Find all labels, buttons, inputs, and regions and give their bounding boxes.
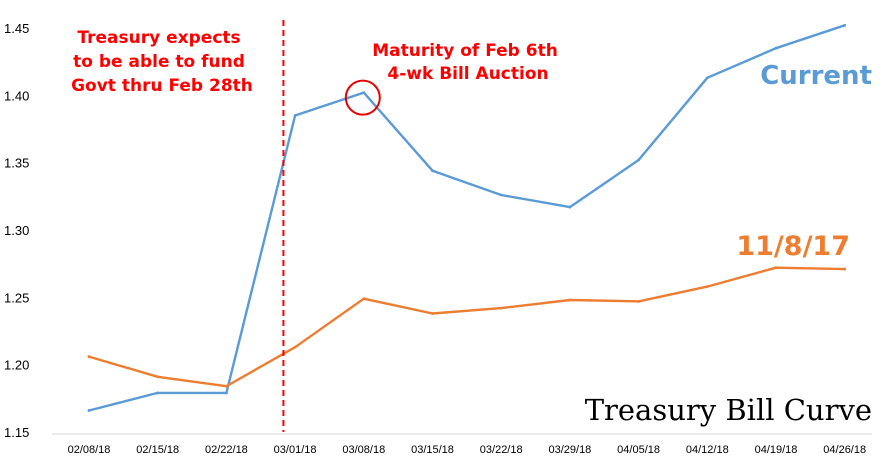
- chart-title: Treasury Bill Curve: [585, 393, 872, 427]
- data-point: [225, 384, 228, 388]
- y-tick-label: 1.45: [4, 21, 29, 36]
- y-tick-label: 1.15: [4, 425, 29, 440]
- data-point: [499, 306, 503, 310]
- data-point: [843, 267, 847, 271]
- data-point: [156, 375, 160, 379]
- data-point: [774, 46, 778, 50]
- data-point: [87, 355, 91, 358]
- data-point: [568, 205, 572, 209]
- funding-annotation-line-1: Treasury expects: [77, 28, 240, 48]
- x-tick-label: 03/01/18: [274, 444, 317, 456]
- data-point: [499, 193, 503, 197]
- data-point: [774, 266, 778, 270]
- x-tick-label: 04/26/18: [823, 444, 866, 456]
- x-tick-label: 04/12/18: [686, 444, 729, 456]
- x-tick-label: 02/22/18: [205, 444, 248, 456]
- funding-annotation-line-3: Govt thru Feb 28th: [71, 76, 253, 96]
- data-point: [431, 312, 434, 315]
- data-point: [637, 158, 640, 162]
- maturity-annotation-line-1: Maturity of Feb 6th: [372, 41, 558, 61]
- x-tick-label: 04/05/18: [617, 444, 660, 456]
- data-point: [156, 391, 160, 395]
- series-label-11-8-17: 11/8/17: [736, 231, 850, 262]
- maturity-annotation: Maturity of Feb 6th 4-wk Bill Auction: [372, 41, 563, 84]
- y-tick-label: 1.35: [4, 156, 29, 171]
- series-layer: [87, 23, 847, 412]
- y-tick-label: 1.40: [4, 88, 29, 103]
- data-point: [225, 391, 228, 395]
- maturity-annotation-line-2: 4-wk Bill Auction: [387, 64, 548, 84]
- data-point: [362, 91, 366, 95]
- data-point: [843, 23, 847, 27]
- x-tick-label: 02/08/18: [68, 444, 111, 456]
- data-point: [637, 299, 640, 303]
- maturity-circle-marker: [344, 79, 381, 116]
- funding-annotation-line-2: to be able to fund: [73, 52, 245, 72]
- x-tick-label: 04/19/18: [755, 444, 798, 456]
- y-axis-ticks: 1.15 1.20 1.25 1.30 1.35 1.40 1.45: [4, 21, 29, 440]
- data-point: [705, 76, 709, 80]
- x-tick-label: 03/29/18: [548, 444, 591, 456]
- series-line-current: [88, 24, 846, 412]
- annotation-layer: Treasury expects to be able to fund Govt…: [71, 20, 563, 432]
- y-tick-label: 1.25: [4, 290, 29, 305]
- funding-annotation: Treasury expects to be able to fund Govt…: [71, 28, 253, 96]
- series-label-current: Current: [760, 61, 872, 91]
- x-tick-label: 03/08/18: [342, 444, 385, 456]
- series-line-11-8-17: [88, 266, 845, 388]
- x-tick-label: 02/15/18: [136, 444, 179, 456]
- data-point: [293, 114, 297, 117]
- data-point: [431, 169, 434, 173]
- data-point: [568, 298, 572, 302]
- y-tick-label: 1.30: [4, 223, 29, 238]
- x-tick-label: 03/22/18: [480, 444, 523, 456]
- data-point: [362, 297, 366, 301]
- y-tick-label: 1.20: [4, 358, 29, 373]
- data-point: [87, 409, 91, 412]
- data-point: [293, 345, 297, 349]
- x-axis-ticks: 02/08/18 02/15/18 02/22/18 03/01/18 03/08/18…: [68, 444, 867, 456]
- data-point: [705, 285, 709, 288]
- x-tick-label: 03/15/18: [411, 444, 454, 456]
